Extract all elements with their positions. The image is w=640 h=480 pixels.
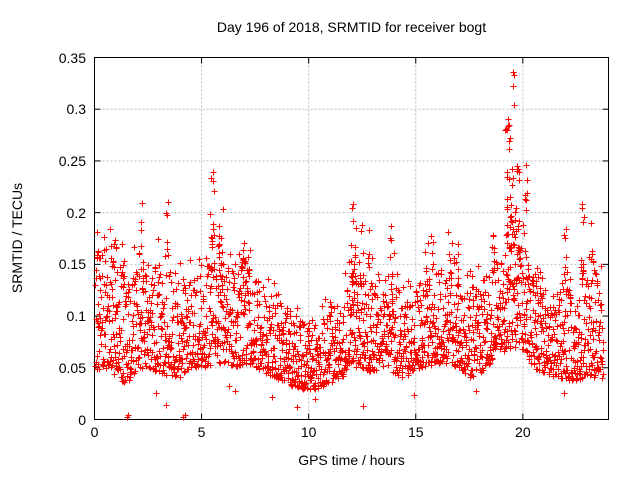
y-tick-label: 0.3 xyxy=(66,101,86,118)
scatter-points xyxy=(92,69,607,421)
x-tick-label: 10 xyxy=(300,424,317,440)
y-axis-label: SRMTID / TECUs xyxy=(9,182,25,294)
x-tick-label: 15 xyxy=(407,424,424,440)
y-tick-label: 0.1 xyxy=(66,308,86,325)
x-tick-label: 20 xyxy=(515,424,531,440)
x-tick-label: 0 xyxy=(90,424,99,440)
chart-title: Day 196 of 2018, SRMTID for receiver bog… xyxy=(216,19,487,35)
x-tick-label: 5 xyxy=(197,424,206,440)
y-tick-label: 0.05 xyxy=(58,359,86,376)
plot-border-and-ticks xyxy=(94,57,609,420)
y-tick-label: 0.25 xyxy=(58,152,86,169)
y-tick-label: 0 xyxy=(78,411,86,428)
y-tick-label: 0.15 xyxy=(58,256,86,273)
x-axis-label: GPS time / hours xyxy=(298,452,405,468)
y-tick-label: 0.2 xyxy=(66,204,86,221)
y-tick-label: 0.35 xyxy=(58,49,86,66)
